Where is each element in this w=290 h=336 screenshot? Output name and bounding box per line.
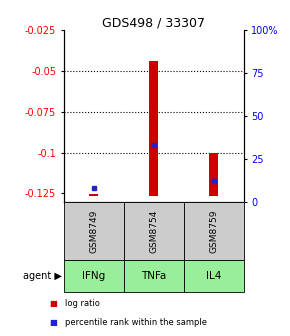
Title: GDS498 / 33307: GDS498 / 33307 — [102, 16, 205, 29]
Bar — [209, 154, 218, 196]
Text: ■: ■ — [49, 318, 57, 327]
Text: GSM8749: GSM8749 — [89, 209, 98, 253]
Text: agent ▶: agent ▶ — [23, 271, 62, 281]
Bar — [149, 61, 158, 196]
Text: GSM8754: GSM8754 — [149, 209, 158, 253]
Text: percentile rank within the sample: percentile rank within the sample — [65, 318, 207, 327]
Text: IL4: IL4 — [206, 271, 221, 281]
Text: ■: ■ — [49, 299, 57, 308]
Bar — [89, 194, 98, 196]
Text: GSM8759: GSM8759 — [209, 209, 218, 253]
Text: IFNg: IFNg — [82, 271, 105, 281]
Text: log ratio: log ratio — [65, 299, 100, 308]
Text: TNFa: TNFa — [141, 271, 166, 281]
